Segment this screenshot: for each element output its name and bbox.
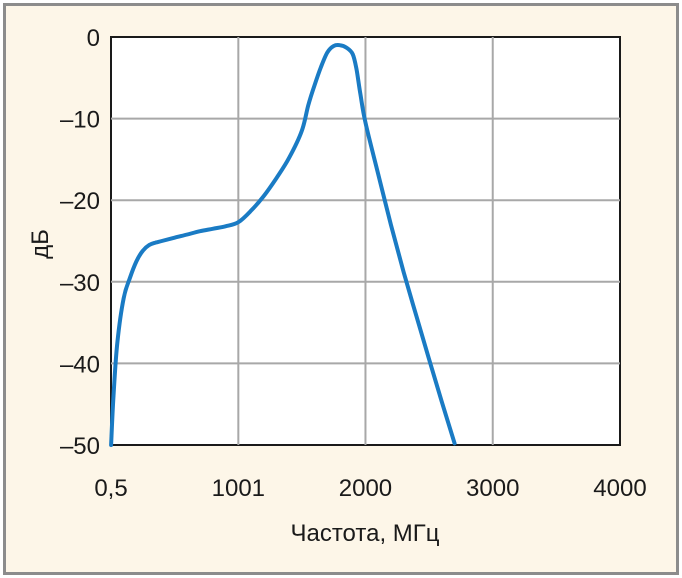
y-axis-label: дБ — [27, 229, 54, 259]
series-line-0 — [109, 43, 457, 447]
grid — [111, 37, 620, 445]
y-tick-label: –30 — [60, 270, 100, 297]
x-axis-label: Частота, МГц — [290, 520, 439, 547]
x-tick-label: 3000 — [466, 475, 519, 502]
y-axis-ticks: 0 –10 –20 –30 –40 –50 — [60, 25, 100, 460]
x-tick-label: 4000 — [593, 475, 646, 502]
x-axis-ticks: 0,5 1001 2000 3000 4000 — [94, 475, 646, 502]
x-tick-label: 2000 — [339, 475, 392, 502]
x-tick-label: 0,5 — [94, 475, 127, 502]
series-layer — [109, 43, 457, 447]
y-tick-label: –40 — [60, 351, 100, 378]
y-tick-label: –20 — [60, 188, 100, 215]
y-tick-label: 0 — [87, 25, 100, 52]
y-tick-label: –10 — [60, 107, 100, 134]
x-tick-label: 1001 — [212, 475, 265, 502]
y-tick-label: –50 — [60, 433, 100, 460]
